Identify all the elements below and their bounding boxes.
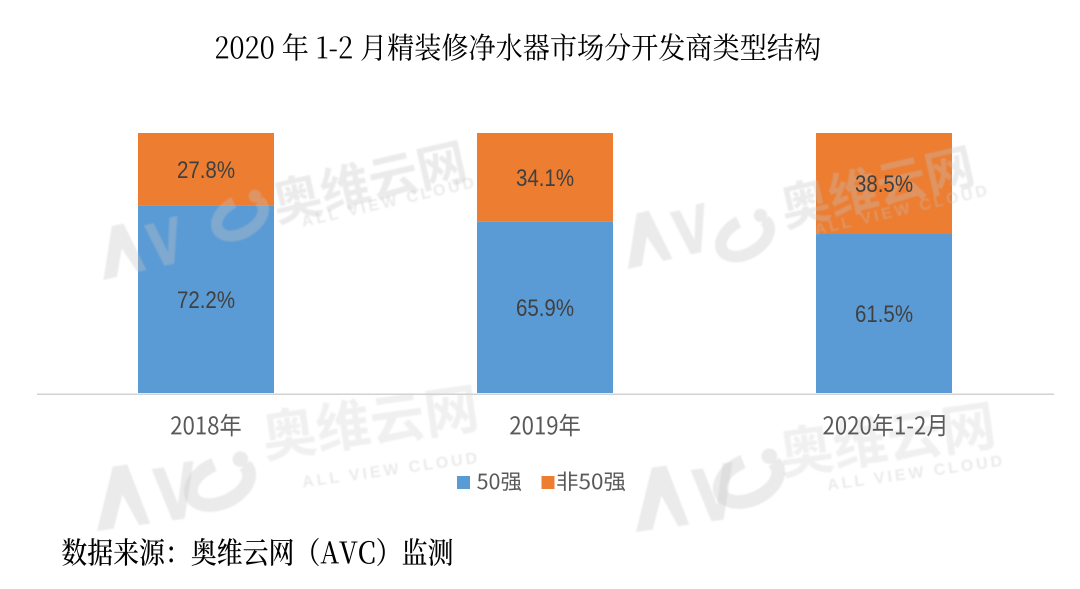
svg-text:27.8%: 27.8% — [177, 156, 235, 183]
svg-text:65.9%: 65.9% — [516, 295, 574, 322]
svg-text:61.5%: 61.5% — [855, 300, 913, 327]
svg-text:34.1%: 34.1% — [516, 165, 574, 192]
svg-text:72.2%: 72.2% — [177, 286, 235, 313]
svg-text:38.5%: 38.5% — [855, 170, 913, 197]
